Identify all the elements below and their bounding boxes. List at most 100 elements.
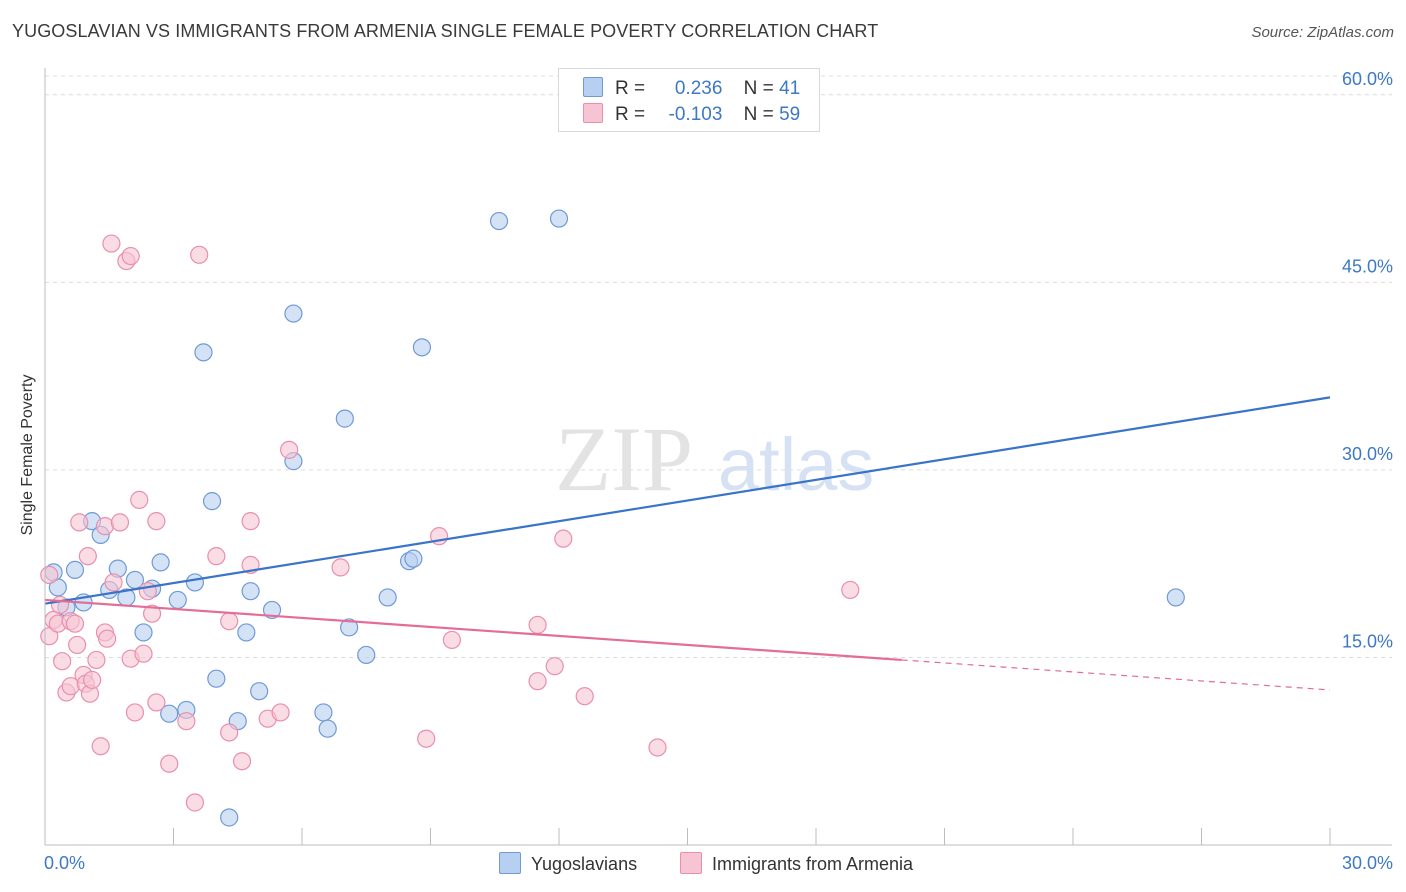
point-armenia: [160, 754, 179, 773]
y-tick-label: 15.0%: [1342, 631, 1393, 651]
point-armenia: [83, 670, 102, 690]
point-armenia: [185, 793, 205, 812]
point-yugoslavian: [262, 600, 282, 620]
point-armenia: [70, 513, 89, 532]
point-armenia: [232, 752, 252, 771]
point-yugoslavian: [241, 582, 260, 601]
bottom-legend-swatch-blue: [499, 852, 521, 874]
point-armenia: [417, 729, 436, 748]
point-yugoslavian: [220, 808, 239, 827]
point-armenia: [87, 650, 106, 670]
point-armenia: [528, 615, 547, 635]
legend-row-armenia: R = -0.103 N = 59: [583, 103, 800, 126]
x-tick-label-min: 0.0%: [44, 853, 85, 873]
point-yugoslavian: [314, 703, 333, 722]
trendline-armenia-extrapolated: [901, 659, 1331, 691]
watermark-atlas: atlas: [718, 423, 874, 506]
point-armenia: [147, 512, 166, 531]
bottom-legend-swatch-pink: [680, 852, 702, 874]
legend-r-value: -0.103: [668, 104, 723, 125]
correlation-legend: R = 0.236 N = 41 R = -0.103 N = 59: [558, 68, 820, 132]
chart-title: YUGOSLAVIAN VS IMMIGRANTS FROM ARMENIA S…: [12, 21, 879, 41]
legend-r-value: 0.236: [674, 78, 723, 99]
point-armenia: [102, 234, 121, 253]
point-armenia: [40, 565, 59, 585]
legend-n-value: 59: [779, 104, 801, 125]
legend-row-yugoslavians: R = 0.236 N = 41: [583, 77, 800, 100]
point-armenia: [53, 652, 72, 671]
point-armenia: [68, 635, 87, 655]
bottom-legend-label: Yugoslavians: [531, 854, 638, 874]
legend-swatch-pink: [583, 103, 603, 123]
bottom-legend-label: Immigrants from Armenia: [712, 854, 914, 874]
point-armenia: [147, 693, 166, 712]
point-armenia: [142, 604, 162, 623]
point-armenia: [528, 672, 547, 691]
point-yugoslavian: [250, 682, 269, 701]
point-armenia: [125, 703, 145, 722]
point-armenia: [110, 513, 130, 532]
point-yugoslavian: [489, 211, 509, 231]
point-armenia: [220, 612, 239, 631]
point-yugoslavian: [185, 573, 205, 592]
point-armenia: [545, 657, 564, 676]
point-yugoslavian: [151, 553, 170, 572]
point-armenia: [841, 580, 860, 600]
point-yugoslavian: [340, 618, 359, 637]
point-yugoslavian: [1166, 588, 1185, 607]
point-yugoslavian: [134, 623, 153, 642]
point-armenia: [648, 738, 667, 757]
point-yugoslavian: [237, 623, 256, 642]
y-tick-label: 30.0%: [1342, 444, 1393, 464]
point-yugoslavian: [194, 343, 213, 362]
point-yugoslavian: [412, 338, 432, 357]
point-armenia: [50, 595, 70, 615]
legend-r-label: R =: [615, 78, 646, 99]
point-yugoslavian: [284, 304, 303, 323]
point-armenia: [104, 573, 123, 592]
point-armenia: [91, 737, 110, 756]
point-armenia: [575, 687, 594, 706]
axis-layer: 15.0% 30.0% 45.0% 60.0% 0.0% 30.0%: [44, 68, 1393, 873]
point-yugoslavian: [207, 669, 226, 688]
point-yugoslavian: [160, 704, 179, 723]
bottom-legend-yugoslavians: Yugoslavians: [499, 852, 637, 875]
point-armenia: [95, 517, 115, 536]
y-tick-label: 60.0%: [1342, 69, 1393, 89]
trendline-yugoslavians: [44, 396, 1331, 605]
point-armenia: [207, 547, 226, 566]
point-yugoslavian: [549, 209, 569, 228]
legend-n-value: 41: [779, 78, 801, 99]
point-yugoslavian: [168, 590, 187, 610]
legend-swatch-blue: [583, 77, 603, 97]
point-armenia: [134, 644, 153, 663]
point-yugoslavian: [202, 492, 222, 511]
point-armenia: [241, 512, 260, 531]
point-yugoslavian: [378, 588, 397, 607]
trendline-armenia: [44, 598, 902, 662]
bottom-legend-armenia: Immigrants from Armenia: [680, 852, 913, 875]
point-armenia: [280, 440, 299, 459]
point-armenia: [78, 547, 97, 566]
point-yugoslavian: [318, 719, 337, 738]
point-armenia: [331, 558, 350, 577]
point-armenia: [65, 614, 85, 633]
point-armenia: [271, 703, 290, 722]
point-armenia: [98, 629, 117, 648]
points-layer: [40, 209, 1185, 827]
trend-layer: [44, 396, 1331, 691]
point-armenia: [190, 245, 209, 264]
legend-n-label: N =: [743, 104, 774, 125]
y-tick-label: 45.0%: [1342, 256, 1393, 276]
point-yugoslavian: [357, 645, 376, 665]
point-armenia: [130, 490, 149, 509]
point-yugoslavian: [65, 560, 85, 580]
point-yugoslavian: [335, 409, 354, 428]
point-yugoslavian: [404, 549, 423, 568]
point-armenia: [121, 246, 140, 266]
point-armenia: [220, 723, 239, 742]
point-armenia: [442, 630, 462, 650]
legend-n-label: N =: [743, 78, 774, 99]
legend-r-label: R =: [615, 104, 646, 125]
